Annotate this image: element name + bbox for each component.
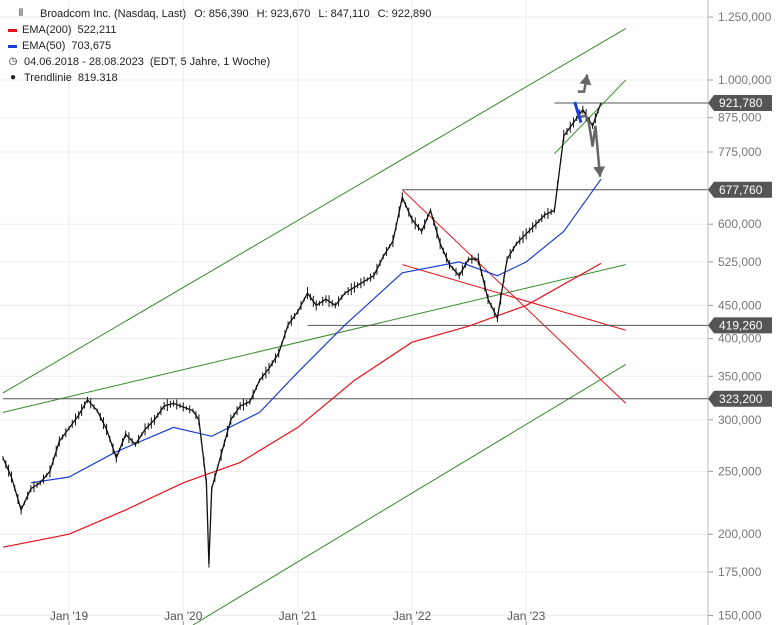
open-value: O: 856,390 (194, 8, 249, 20)
legend-range-row: ◷ 04.06.2018 - 28.08.2023 (EDT, 5 Jahre,… (6, 54, 431, 70)
trend-label: Trendlinie (24, 72, 72, 84)
price-marker-label: 419,260 (719, 318, 763, 332)
legend-trend-row: ● Trendlinie 819.318 (6, 70, 431, 86)
trend-value: 819.318 (77, 72, 118, 84)
y-tick-label: 300,000 (718, 413, 762, 427)
ema200-path (2, 262, 602, 548)
projection-arrows (573, 74, 606, 177)
x-tick-label: Jan '21 (279, 609, 318, 623)
trend-line (554, 79, 627, 155)
ema50-line (30, 178, 602, 484)
price-marker-label: 677,760 (719, 183, 763, 197)
x-tick-label: Jan '23 (507, 609, 546, 623)
ema50-label: EMA(50) (22, 40, 66, 52)
ema50-swatch (8, 44, 17, 48)
x-tick-label: Jan '19 (50, 609, 89, 623)
gridlines (0, 0, 708, 625)
price-marker-box (708, 317, 772, 334)
close-value: C: 922,890 (377, 8, 432, 20)
chart-legend: ⫴ Broadcom Inc. (Nasdaq, Last) O: 856,39… (6, 6, 431, 86)
y-tick-label: 250,000 (718, 464, 762, 478)
projection-arrow (573, 101, 583, 124)
clock-icon: ◷ (8, 56, 18, 67)
candle-bars-icon: ⫴ (18, 8, 24, 19)
y-tick-label: 525,000 (718, 255, 762, 269)
low-value: L: 847,110 (318, 8, 370, 20)
price-marker-label: 323,200 (719, 392, 763, 406)
range-detail: (EDT, 5 Jahre, 1 Woche) (149, 56, 271, 68)
y-tick-label: 775,000 (718, 145, 762, 159)
ema50-path (30, 178, 602, 484)
y-tick-label: 450,000 (718, 298, 762, 312)
ema200-value: 522,211 (77, 24, 117, 36)
price-marker-box (708, 95, 772, 112)
ema200-line (2, 262, 602, 548)
y-tick-label: 600,000 (718, 217, 762, 231)
trend-line (401, 189, 627, 404)
y-tick-label: 175,000 (718, 565, 762, 579)
dot-icon: ● (9, 72, 17, 83)
trend-lines (2, 28, 627, 625)
y-tick-label: 1.000,000 (718, 73, 772, 87)
legend-ema50-row: EMA(50) 703,675 (6, 38, 431, 54)
legend-title-row: ⫴ Broadcom Inc. (Nasdaq, Last) O: 856,39… (6, 6, 432, 22)
price-bars (2, 102, 602, 568)
ema200-label: EMA(200) (22, 24, 72, 36)
ema50-value: 703,675 (71, 40, 112, 52)
arrow-head (593, 166, 606, 177)
price-marker-label: 921,780 (719, 96, 763, 110)
y-tick-label: 350,000 (718, 369, 762, 383)
x-axis: Jan '19 Jan '20 Jan '21 Jan '22 Jan '23 (50, 609, 546, 625)
trend-line (192, 364, 626, 625)
y-axis: 1.250,000 1.000,000 875,000 775,000 600,000 5… (707, 0, 772, 625)
x-tick-label: Jan '22 (393, 609, 432, 623)
arrow-head (579, 74, 592, 86)
ema200-swatch (8, 28, 17, 32)
high-value: H: 923,670 (256, 8, 311, 20)
trend-line (2, 264, 626, 413)
price-path (2, 102, 602, 565)
range-label: 04.06.2018 - 28.08.2023 (24, 56, 144, 68)
y-tick-label: 1.250,000 (718, 10, 772, 24)
trend-line (2, 28, 626, 394)
x-tick-label: Jan '20 (164, 609, 203, 623)
legend-ema200-row: EMA(200) 522,211 (6, 22, 431, 38)
y-tick-label: 875,000 (718, 111, 762, 125)
price-marker-box (708, 390, 772, 407)
projection-arrow (577, 114, 602, 177)
price-marker-lines (3, 102, 708, 400)
price-markers: 921,780 677,760 419,260 323,200 (708, 95, 772, 407)
trend-line (402, 264, 626, 331)
y-tick-label: 400,000 (718, 332, 762, 346)
price-marker-box (708, 181, 772, 198)
y-tick-label: 150,000 (718, 608, 762, 622)
instrument-title: Broadcom Inc. (Nasdaq, Last) (40, 8, 187, 20)
y-tick-label: 200,000 (718, 527, 762, 541)
